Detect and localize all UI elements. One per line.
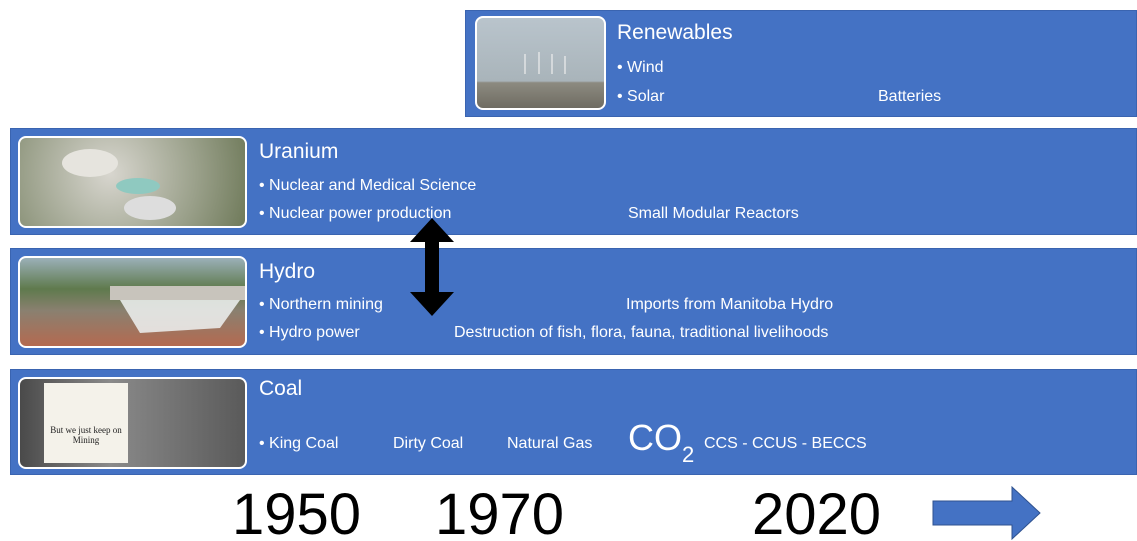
sign: But we just keep on Mining <box>44 383 128 463</box>
bullet: • Solar <box>617 89 664 105</box>
year: 2020 <box>752 486 881 541</box>
note: Destruction of fish, flora, fauna, tradi… <box>454 325 828 341</box>
wind-photo <box>475 16 606 110</box>
band-title: Coal <box>259 378 302 399</box>
timeline-arrow <box>932 486 1042 540</box>
bullet: • Hydro power <box>259 325 360 341</box>
band-title: Uranium <box>259 141 338 162</box>
bullet-text: Northern mining <box>269 296 383 313</box>
bullet-text: Solar <box>627 88 664 105</box>
slide: Renewables • Wind • Solar Batteries Uran… <box>0 0 1137 541</box>
mine-photo <box>18 136 247 228</box>
bullet: • Wind <box>617 60 664 76</box>
bullet: • Nuclear and Medical Science <box>259 178 476 194</box>
bullet-text: Nuclear and Medical Science <box>269 177 476 194</box>
band-title: Hydro <box>259 261 315 282</box>
note: Small Modular Reactors <box>628 206 799 222</box>
turbines <box>477 18 606 110</box>
protest-photo: But we just keep on Mining <box>18 377 247 469</box>
bullet-text: Hydro power <box>269 324 360 341</box>
double-arrow <box>408 216 456 318</box>
mine <box>20 138 247 228</box>
dam-photo <box>18 256 247 348</box>
note: Imports from Manitoba Hydro <box>626 297 833 313</box>
year: 1950 <box>232 486 361 541</box>
note: Batteries <box>878 89 941 105</box>
co2-sub: 2 <box>682 444 694 466</box>
bullet: • Northern mining <box>259 297 383 313</box>
band-title: Renewables <box>617 22 733 43</box>
co2: CO <box>628 420 682 456</box>
note: Natural Gas <box>507 436 592 452</box>
note: CCS - CCUS - BECCS <box>704 436 867 452</box>
bullet-text: King Coal <box>269 435 338 452</box>
bullet: • King Coal <box>259 436 338 452</box>
dam <box>20 258 247 348</box>
year: 1970 <box>435 486 564 541</box>
note: Dirty Coal <box>393 436 463 452</box>
bullet-text: Wind <box>627 59 663 76</box>
